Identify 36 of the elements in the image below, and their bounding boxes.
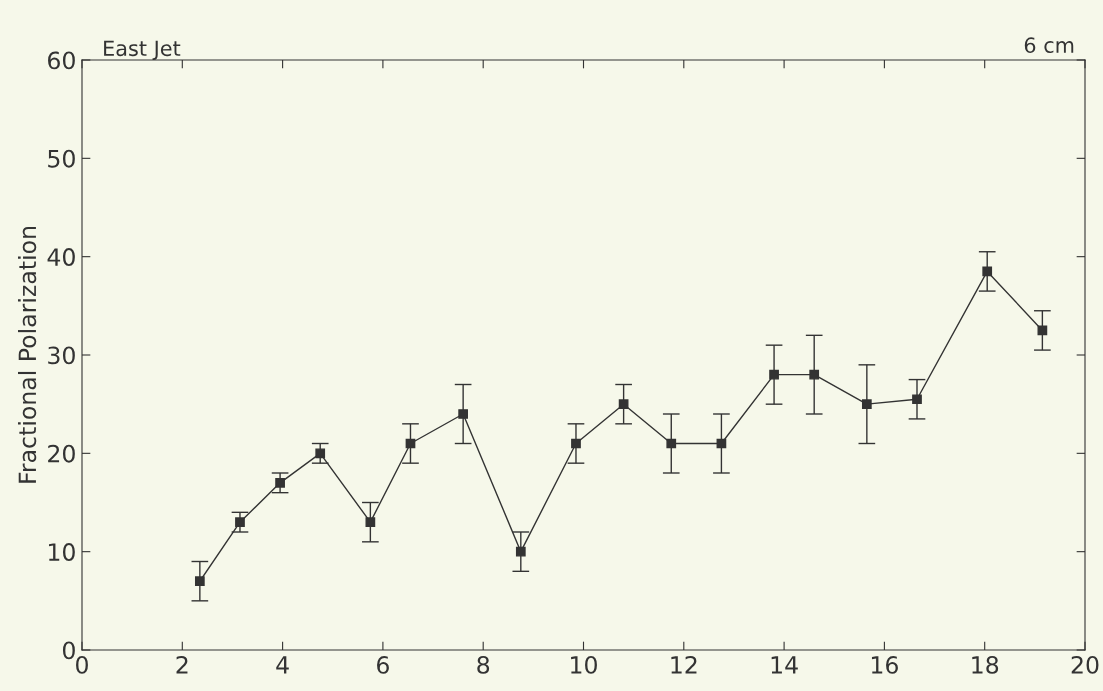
point <box>458 409 469 419</box>
x-tick-label: 6 <box>377 655 389 674</box>
x-tick-label: 16 <box>871 655 898 674</box>
x-tick-label: 0 <box>76 655 88 674</box>
point <box>982 266 993 277</box>
point <box>194 576 205 587</box>
text: 6 cm <box>1024 37 1074 54</box>
point <box>809 369 820 380</box>
x-tick-label: 14 <box>771 656 798 674</box>
x-tick-label: 2 <box>176 655 188 674</box>
y-tick-label: 50 <box>48 149 75 168</box>
x-tick-label: 4 <box>276 656 289 674</box>
x-tick-label: 12 <box>671 655 697 674</box>
y-tick-label: 10 <box>48 543 75 561</box>
point <box>666 438 677 449</box>
y-tick-label: 0 <box>62 641 75 660</box>
chart-title: East Jet <box>104 40 181 60</box>
y-tick-label: 20 <box>48 444 75 463</box>
point <box>515 546 526 557</box>
y-tick-label: 60 <box>48 51 75 70</box>
point <box>315 448 326 459</box>
x-tick-label: 18 <box>972 655 999 674</box>
point <box>365 517 376 528</box>
point <box>235 517 245 528</box>
y-tick-label: 40 <box>47 248 75 266</box>
y-axis-title: Fractional Polarization <box>17 227 37 483</box>
x-tick-label: 8 <box>477 655 490 674</box>
point <box>861 399 872 410</box>
point <box>618 399 629 410</box>
point <box>769 369 779 380</box>
point <box>275 477 285 488</box>
point <box>571 438 581 449</box>
x-tick-label: 20 <box>1071 655 1099 674</box>
point <box>912 394 922 405</box>
x-tick-label: 10 <box>571 655 597 674</box>
y-tick-label: 30 <box>48 346 75 365</box>
